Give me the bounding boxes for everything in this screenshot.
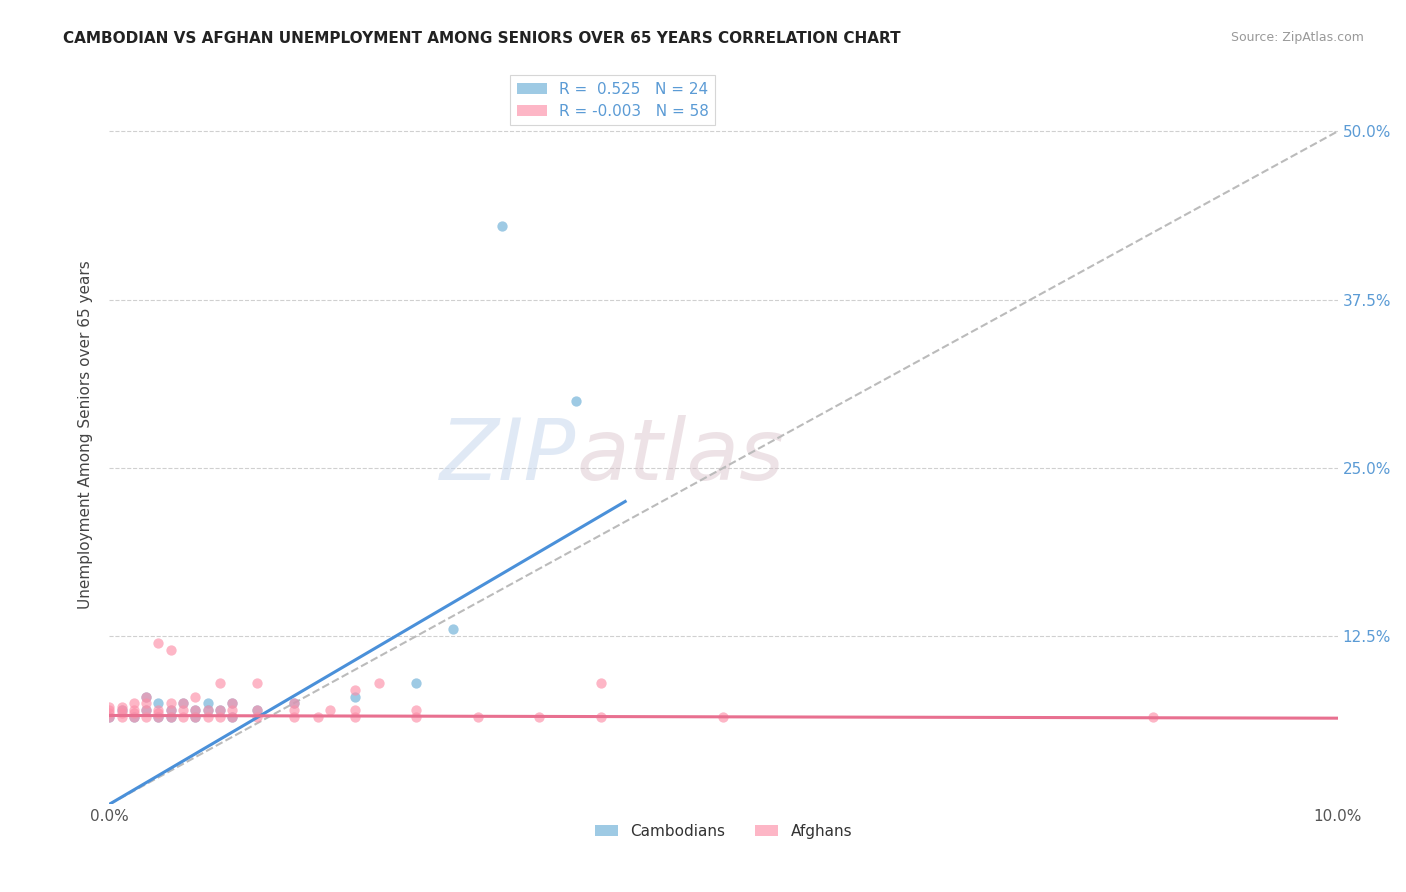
- Point: [110, 700, 132, 714]
- Point: [221, 697, 243, 711]
- Point: [135, 690, 157, 704]
- Point: [159, 642, 181, 657]
- Y-axis label: Unemployment Among Seniors over 65 years: Unemployment Among Seniors over 65 years: [79, 260, 93, 608]
- Point: [148, 703, 170, 717]
- Point: [283, 697, 305, 711]
- Point: [221, 703, 243, 717]
- Point: [319, 703, 342, 717]
- Point: [172, 697, 194, 711]
- Point: [589, 676, 612, 690]
- Point: [159, 703, 181, 717]
- Point: [343, 703, 366, 717]
- Point: [172, 710, 194, 724]
- Point: [122, 697, 145, 711]
- Point: [208, 710, 231, 724]
- Point: [98, 706, 121, 720]
- Point: [148, 636, 170, 650]
- Point: [197, 703, 219, 717]
- Point: [221, 710, 243, 724]
- Point: [246, 710, 269, 724]
- Point: [208, 703, 231, 717]
- Point: [122, 710, 145, 724]
- Point: [159, 710, 181, 724]
- Point: [405, 676, 427, 690]
- Point: [246, 703, 269, 717]
- Point: [467, 710, 489, 724]
- Point: [405, 703, 427, 717]
- Text: CAMBODIAN VS AFGHAN UNEMPLOYMENT AMONG SENIORS OVER 65 YEARS CORRELATION CHART: CAMBODIAN VS AFGHAN UNEMPLOYMENT AMONG S…: [63, 31, 901, 46]
- Point: [527, 710, 550, 724]
- Point: [343, 710, 366, 724]
- Point: [343, 690, 366, 704]
- Point: [1142, 710, 1164, 724]
- Point: [148, 710, 170, 724]
- Point: [283, 697, 305, 711]
- Point: [307, 710, 329, 724]
- Point: [441, 623, 464, 637]
- Point: [135, 703, 157, 717]
- Point: [135, 710, 157, 724]
- Text: Source: ZipAtlas.com: Source: ZipAtlas.com: [1230, 31, 1364, 45]
- Point: [197, 703, 219, 717]
- Point: [565, 393, 588, 408]
- Point: [343, 682, 366, 697]
- Point: [172, 697, 194, 711]
- Point: [208, 703, 231, 717]
- Point: [184, 710, 207, 724]
- Point: [184, 710, 207, 724]
- Point: [283, 703, 305, 717]
- Point: [184, 690, 207, 704]
- Point: [122, 703, 145, 717]
- Point: [184, 703, 207, 717]
- Point: [110, 710, 132, 724]
- Text: atlas: atlas: [576, 415, 785, 498]
- Point: [135, 697, 157, 711]
- Legend: Cambodians, Afghans: Cambodians, Afghans: [589, 818, 858, 845]
- Point: [98, 703, 121, 717]
- Point: [110, 706, 132, 720]
- Point: [208, 676, 231, 690]
- Point: [148, 697, 170, 711]
- Point: [98, 710, 121, 724]
- Point: [135, 690, 157, 704]
- Point: [368, 676, 391, 690]
- Point: [159, 697, 181, 711]
- Point: [172, 703, 194, 717]
- Point: [246, 703, 269, 717]
- Point: [713, 710, 735, 724]
- Point: [148, 706, 170, 720]
- Point: [135, 703, 157, 717]
- Point: [221, 710, 243, 724]
- Point: [197, 697, 219, 711]
- Text: ZIP: ZIP: [440, 415, 576, 498]
- Point: [122, 706, 145, 720]
- Point: [197, 710, 219, 724]
- Point: [159, 703, 181, 717]
- Point: [184, 703, 207, 717]
- Point: [110, 703, 132, 717]
- Point: [283, 710, 305, 724]
- Point: [159, 710, 181, 724]
- Point: [589, 710, 612, 724]
- Point: [148, 710, 170, 724]
- Point: [110, 703, 132, 717]
- Point: [98, 710, 121, 724]
- Point: [246, 676, 269, 690]
- Point: [405, 710, 427, 724]
- Point: [122, 710, 145, 724]
- Point: [98, 700, 121, 714]
- Point: [491, 219, 513, 233]
- Point: [221, 697, 243, 711]
